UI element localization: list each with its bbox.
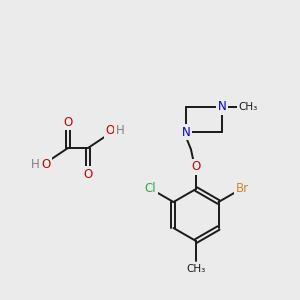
Text: H: H: [116, 124, 124, 137]
Text: O: O: [105, 124, 115, 137]
Text: O: O: [63, 116, 73, 128]
Text: O: O: [41, 158, 51, 172]
Text: O: O: [83, 167, 93, 181]
Text: Br: Br: [236, 182, 249, 194]
Text: H: H: [31, 158, 39, 172]
Text: N: N: [218, 100, 226, 113]
Text: O: O: [191, 160, 201, 173]
Text: CH₃: CH₃: [238, 102, 258, 112]
Text: Cl: Cl: [144, 182, 156, 195]
Text: N: N: [182, 125, 190, 139]
Text: CH₃: CH₃: [186, 264, 206, 274]
